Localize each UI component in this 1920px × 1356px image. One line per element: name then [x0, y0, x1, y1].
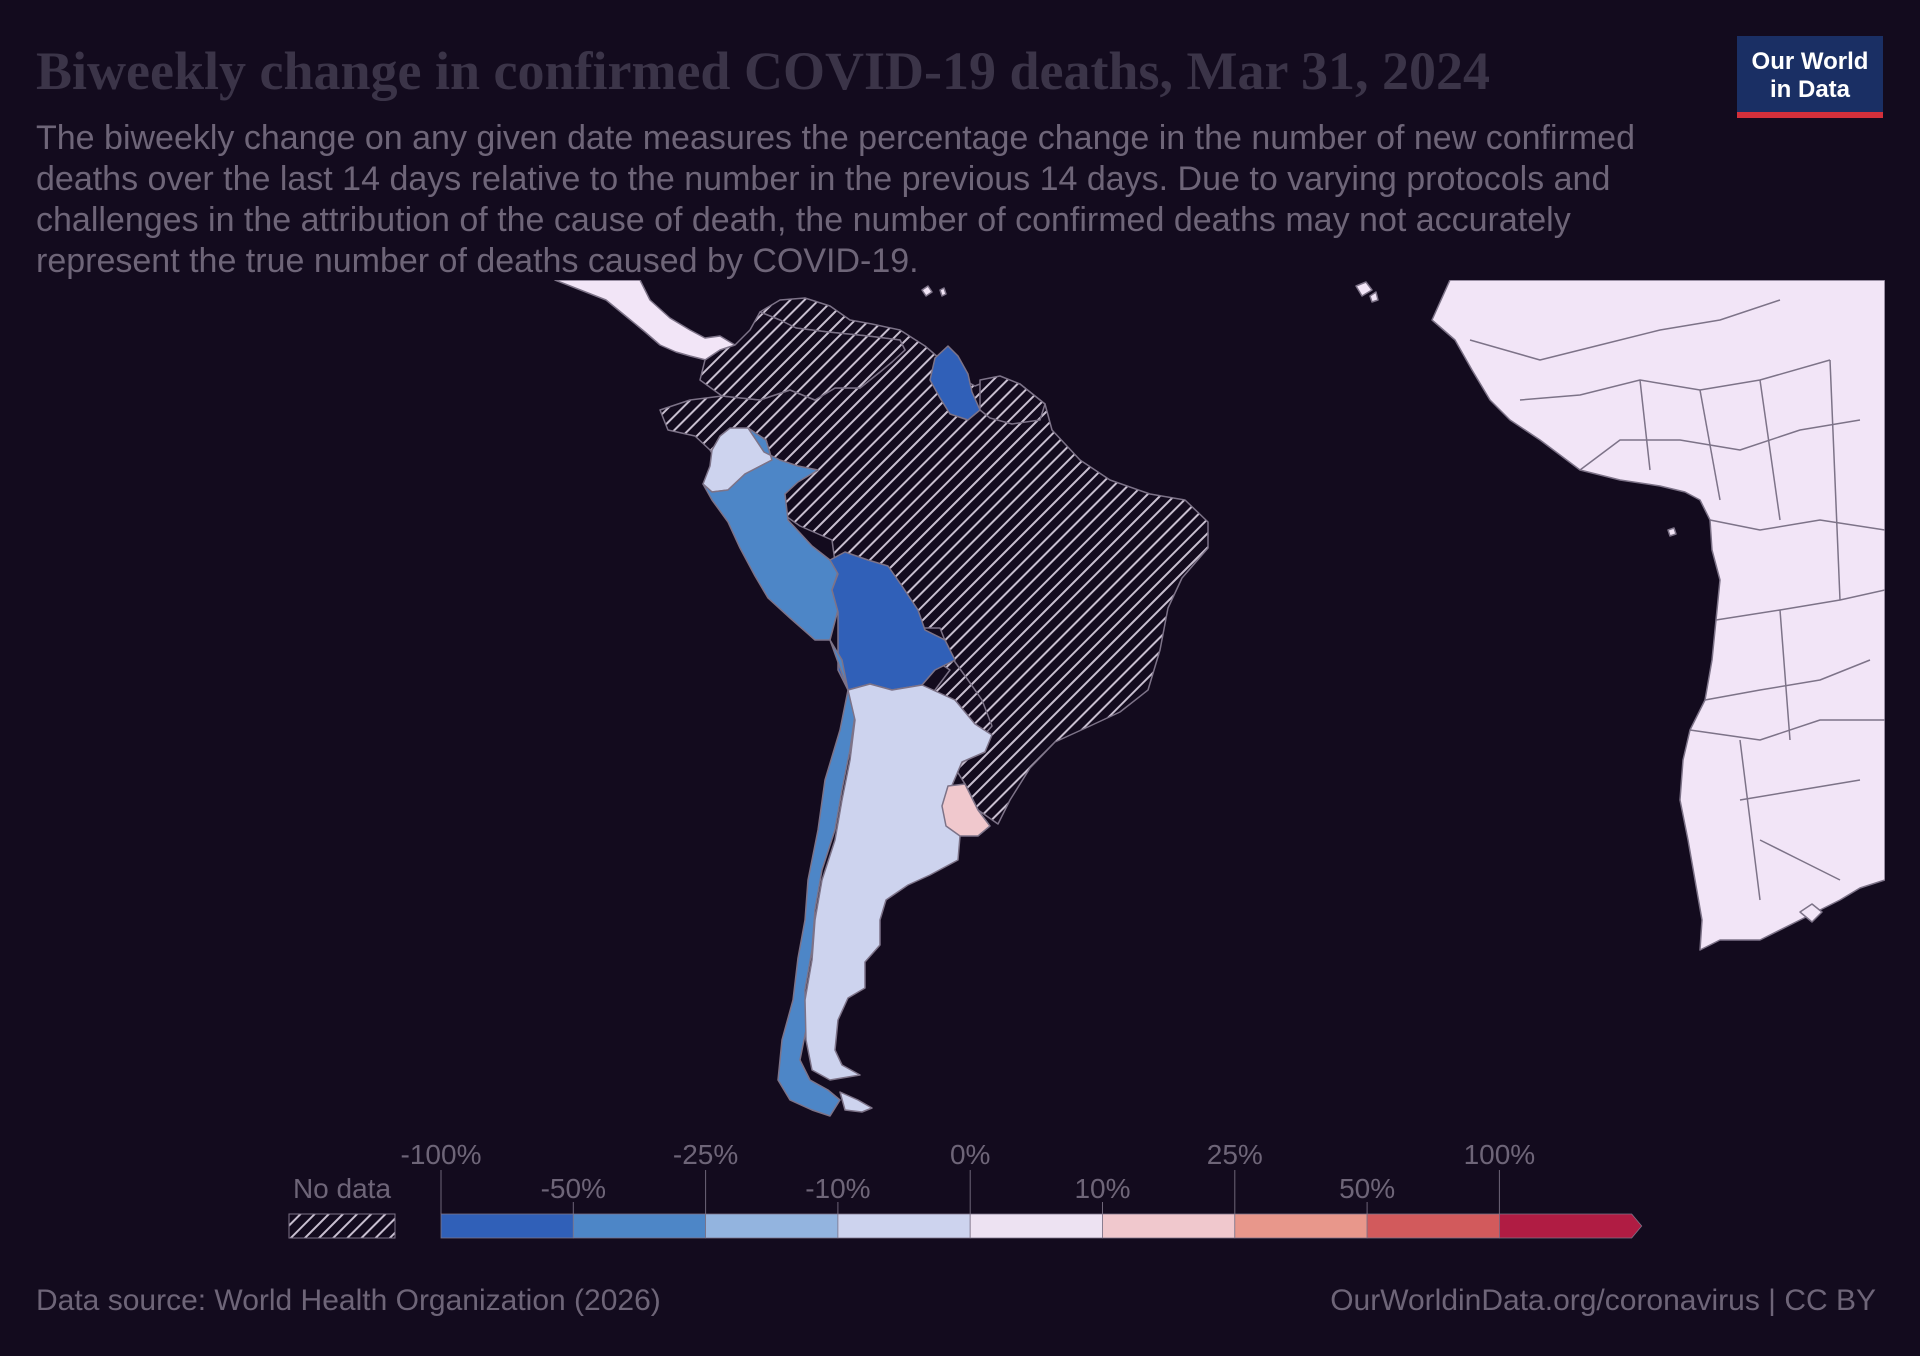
legend-bin[interactable]: [1102, 1213, 1236, 1239]
legend-bin[interactable]: [1499, 1213, 1643, 1239]
legend-lower-tick-label: 10%: [1074, 1173, 1130, 1204]
legend-no-data-label: No data: [293, 1173, 391, 1204]
logo-line-1: Our World: [1751, 48, 1869, 75]
legend-upper-tick-label: -100%: [401, 1139, 482, 1170]
map-region-suriname[interactable]: [979, 375, 1046, 425]
legend-lower-ticks: -50% -10% 10% 50%: [541, 1173, 1396, 1204]
legend-no-data-swatch[interactable]: [288, 1213, 396, 1239]
legend-lower-tick-label: -10%: [805, 1173, 870, 1204]
chart-subtitle: The biweekly change on any given date me…: [36, 119, 1635, 280]
map-region-bolivia[interactable]: [829, 551, 956, 691]
map-region-uruguay[interactable]: [941, 783, 991, 837]
legend-bin[interactable]: [440, 1213, 574, 1239]
license-link[interactable]: CC BY: [1784, 1284, 1876, 1317]
legend-lower-tick-label: -50%: [541, 1173, 606, 1204]
legend-upper-tick-label: -25%: [673, 1139, 738, 1170]
map-region-chile[interactable]: [777, 639, 856, 1117]
legend-upper-tick-label: 0%: [950, 1139, 990, 1170]
legend-bin[interactable]: [1234, 1213, 1368, 1239]
map-region-peru[interactable]: [702, 427, 839, 641]
map-region-caribbean[interactable]: [921, 281, 1379, 303]
legend-tick-lines: [440, 1170, 1500, 1214]
map-region-lesotho[interactable]: [1799, 903, 1823, 923]
legend-bin[interactable]: [572, 1213, 706, 1239]
footer-credits: OurWorldinData.org/coronavirus | CC BY: [1330, 1284, 1876, 1318]
legend-bin[interactable]: [705, 1213, 839, 1239]
footer-separator: |: [1768, 1284, 1776, 1317]
legend-upper-tick-label: 100%: [1464, 1139, 1536, 1170]
chart-title: Biweekly change in confirmed COVID-19 de…: [36, 41, 1490, 101]
map-region-sao-tome[interactable]: [1667, 527, 1677, 537]
legend-bin[interactable]: [837, 1213, 971, 1239]
africa-borders: [1469, 299, 1885, 901]
map-region-tierra-del-fuego[interactable]: [839, 1091, 873, 1113]
data-source: Data source: World Health Organization (…: [36, 1284, 661, 1317]
legend-bins: [440, 1213, 1643, 1239]
source-link[interactable]: OurWorldinData.org/coronavirus: [1330, 1284, 1760, 1317]
map-region-africa[interactable]: [1431, 280, 1885, 951]
map-region-colombia-venezuela[interactable]: [699, 311, 906, 401]
logo-line-2: in Data: [1769, 76, 1850, 103]
legend-bin[interactable]: [1366, 1213, 1500, 1239]
owid-logo[interactable]: Our World in Data: [1737, 36, 1883, 118]
legend-lower-tick-label: 50%: [1339, 1173, 1395, 1204]
legend-upper-ticks: -100% -25% 0% 25% 100%: [401, 1139, 1536, 1170]
legend-bin[interactable]: [969, 1213, 1103, 1239]
legend-upper-tick-label: 25%: [1207, 1139, 1263, 1170]
map-region-argentina[interactable]: [804, 683, 993, 1081]
